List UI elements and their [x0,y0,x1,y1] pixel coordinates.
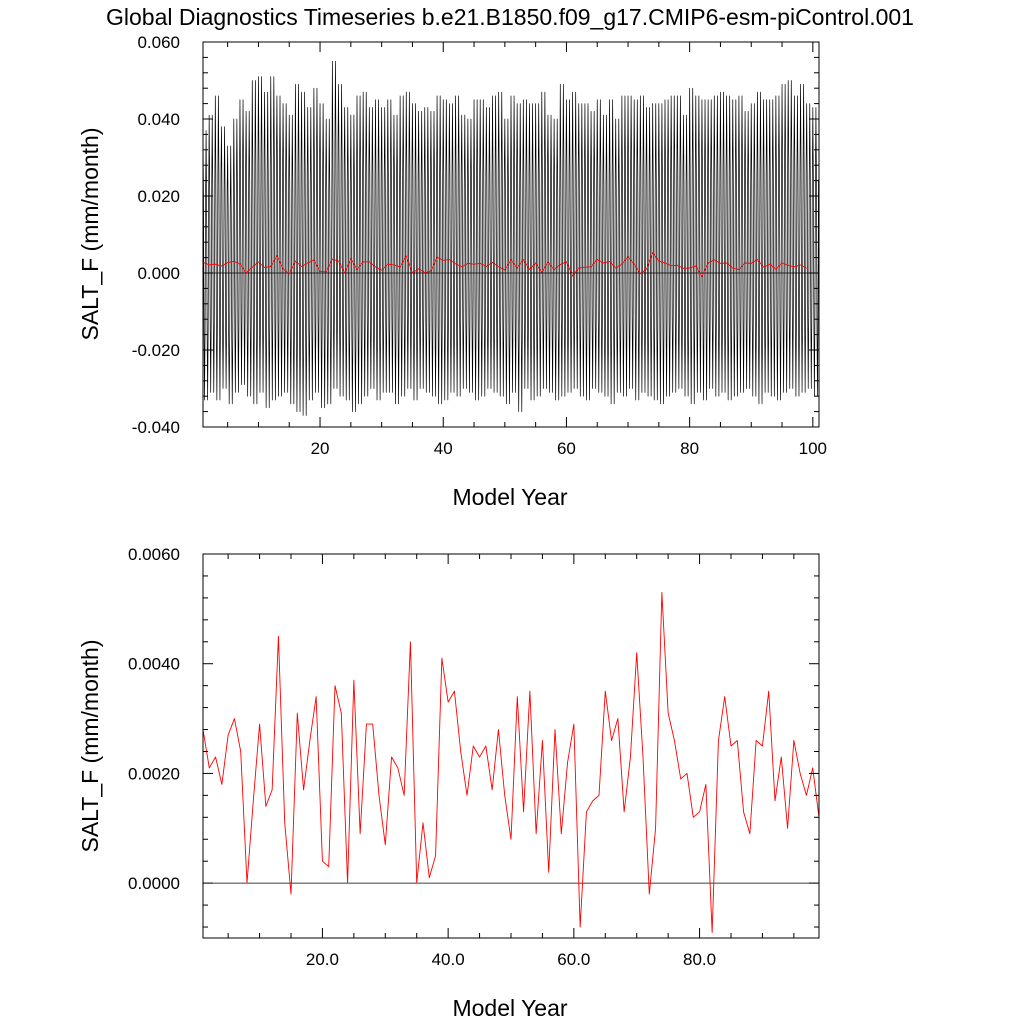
bottom-x-tick-label: 20.0 [306,950,339,969]
top-series-line-annual [203,252,807,277]
bottom-y-tick-label: 0.0020 [128,764,180,783]
top-plot-frame [202,41,820,428]
bottom-tick-labels: 20.0 40.0 60.0 80.0 0.0000 0.0020 0.0040 0.0060 [128,545,716,969]
bottom-x-tick-label: 40.0 [432,950,465,969]
bottom-plot-marks [203,591,819,933]
bottom-x-tick-label: 80.0 [683,950,716,969]
top-y-tick-label: -0.040 [132,418,180,437]
bottom-y-tick-label: 0.0040 [128,655,180,674]
bottom-y-tick-label: 0.0000 [128,874,180,893]
bottom-plot-frame [202,553,820,939]
top-axis-ticks [203,41,819,428]
top-y-tick-label: 0.040 [137,110,180,129]
top-y-axis-title: SALT_F (mm/month) [77,128,103,341]
top-x-tick-label: 40 [434,439,453,458]
top-x-tick-label: 100 [799,439,827,458]
top-series-line-monthly [203,60,819,416]
top-tick-labels: 20 40 60 80 100 -0.040 -0.020 0.000 0.020 0.040 0.… [132,33,827,458]
bottom-series-line-annual [203,591,819,933]
top-timeseries-panel: 20 40 60 80 100 -0.040 -0.020 0.000 0.020 0.040 0.… [77,33,827,510]
bottom-x-axis-title: Model Year [452,995,567,1021]
top-plot-marks [203,60,819,416]
top-y-tick-label: 0.020 [137,187,180,206]
bottom-y-tick-label: 0.0060 [128,545,180,564]
top-y-tick-label: 0.000 [137,264,180,283]
top-x-tick-label: 80 [680,439,699,458]
top-x-axis-title: Model Year [452,484,567,510]
top-x-tick-label: 60 [557,439,576,458]
bottom-y-axis-title: SALT_F (mm/month) [77,640,103,853]
bottom-x-tick-label: 60.0 [557,950,590,969]
top-x-tick-label: 20 [311,439,330,458]
top-y-tick-label: -0.020 [132,341,180,360]
bottom-axis-ticks [203,553,819,938]
bottom-annual-mean-panel: 20.0 40.0 60.0 80.0 0.0000 0.0020 0.0040 0.0060… [77,545,820,1021]
top-y-tick-label: 0.060 [137,33,180,52]
figure-title: Global Diagnostics Timeseries b.e21.B185… [106,4,914,30]
